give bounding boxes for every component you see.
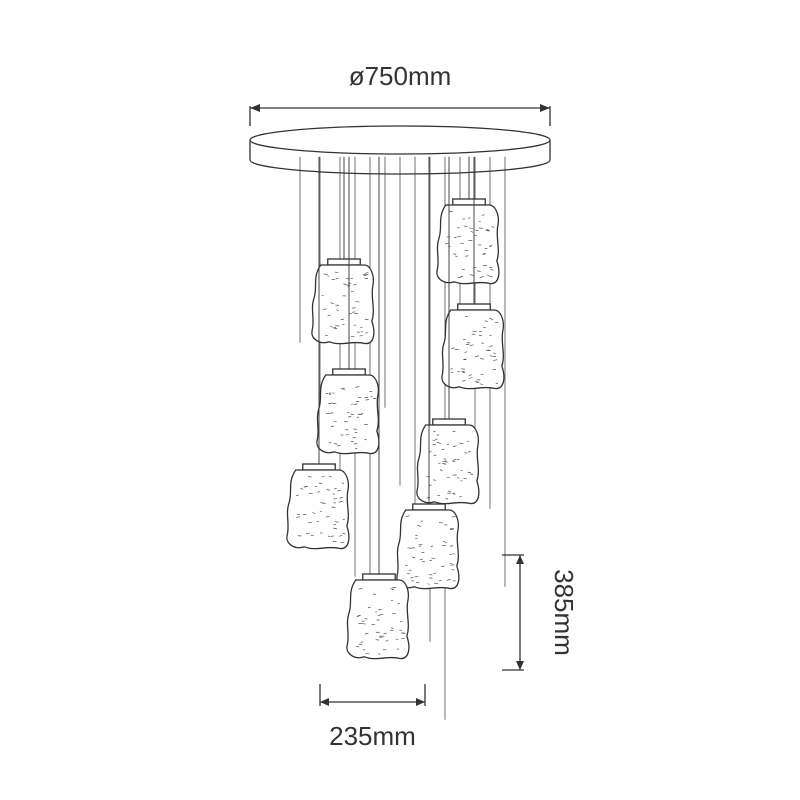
arrowhead [250,104,260,112]
arrowhead [540,104,550,112]
pendant [287,157,349,549]
arrowhead [416,698,425,706]
arrowhead [516,661,524,670]
canopy-top [250,126,550,154]
arrowhead [320,698,329,706]
diameter-label: ø750mm [349,61,452,91]
pendant [437,157,499,284]
arrowhead [516,555,524,564]
height-label: 385mm [549,569,579,656]
pendant [312,157,374,344]
width-label: 235mm [329,721,416,751]
